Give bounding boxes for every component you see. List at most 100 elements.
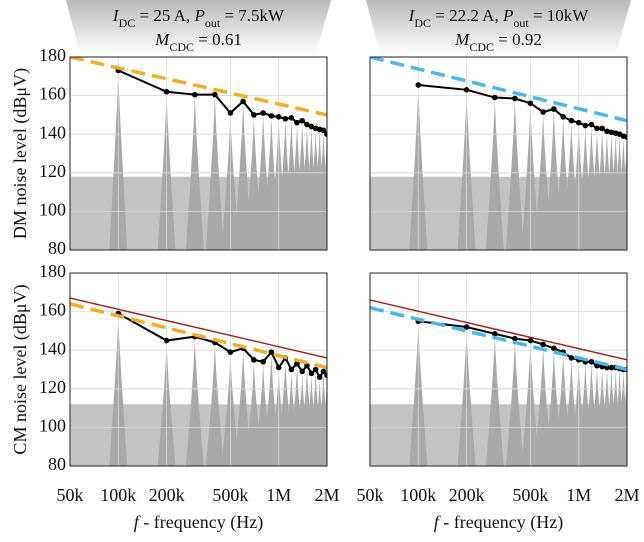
envelope-dot (608, 129, 615, 136)
text-segment: I (112, 6, 120, 25)
envelope-dot (599, 125, 605, 132)
y-tick-label: 160 (39, 84, 66, 104)
solid-line (70, 297, 327, 359)
envelope-dot (512, 95, 518, 102)
envelope-dot (316, 374, 323, 381)
envelope-dot (260, 358, 266, 365)
text-segment: out (513, 16, 529, 30)
envelope-dot (288, 114, 295, 121)
spectrum-peak (234, 101, 253, 250)
text-segment: P (193, 6, 204, 25)
panel-title: IDC = 25 A, Pout = 7.5kW (112, 6, 285, 30)
spectrum-peak (618, 369, 627, 466)
spectrum-peak (485, 333, 504, 466)
envelope-dot (568, 117, 575, 124)
x-tick-label: 1M (266, 485, 291, 505)
text-segment: I (408, 6, 416, 25)
envelope-dot (299, 117, 305, 124)
envelope-dot (540, 341, 546, 348)
envelope-dot (320, 368, 327, 375)
y-tick-label: 120 (39, 161, 66, 181)
spectrum-peak (205, 94, 224, 250)
dashed-line (370, 57, 627, 123)
envelope-dot (308, 123, 315, 130)
plot-area (70, 273, 327, 466)
text-segment: CDC (469, 40, 494, 54)
x-tick-label: 50k (57, 485, 84, 505)
spectrum-peak (618, 137, 627, 250)
text-segment: f (434, 512, 442, 532)
envelope-dot (588, 121, 595, 128)
y-tick-label: 180 (39, 261, 66, 281)
envelope-dot (240, 98, 246, 105)
envelope-dot (308, 370, 315, 377)
x-tick-label: 50k (357, 485, 384, 505)
envelope-dot (288, 366, 295, 373)
plot-area (370, 273, 627, 466)
envelope-dot (551, 345, 557, 352)
text-segment: M (454, 30, 470, 49)
envelope-dot (275, 114, 282, 120)
envelope-dot (527, 337, 534, 344)
envelope-dot (582, 122, 589, 129)
dashed-line (70, 302, 327, 370)
envelope-dot (304, 121, 310, 128)
text-segment: f (134, 512, 142, 532)
envelope-dot (604, 364, 610, 371)
envelope-dot (512, 335, 518, 342)
panel-title: MCDC = 0.61 (154, 30, 242, 54)
panel-title: IDC = 22.2 A, Pout = 10kW (408, 6, 590, 30)
y-axis-label: CM noise level (dBμV) (10, 284, 31, 454)
y-axis-label: DM noise level (dBμV) (10, 68, 31, 239)
text-segment: = 0.92 (494, 30, 542, 49)
spectrum-peak (185, 336, 204, 466)
x-tick-label: 1M (566, 485, 591, 505)
text-segment: P (502, 6, 513, 25)
envelope-dot (192, 91, 198, 98)
text-segment: = 25 A, (135, 6, 194, 25)
envelope-dot (312, 366, 319, 373)
plot-frame (369, 272, 628, 467)
panel-title: MCDC = 0.92 (454, 30, 542, 54)
text-segment: - frequency (Hz) (439, 512, 563, 533)
envelope-dot (282, 115, 289, 122)
envelope-dot (551, 106, 557, 112)
y-tick-label: 120 (39, 377, 66, 397)
envelope-dot (324, 131, 327, 137)
envelope-dot (260, 110, 266, 116)
text-segment: = 22.2 A, (431, 6, 503, 25)
plot-frame (369, 56, 628, 251)
x-tick-label: 500k (512, 485, 548, 505)
envelope-dot (324, 372, 327, 379)
envelope-dot (560, 114, 566, 120)
plot-frame (69, 272, 328, 467)
spectrum-peak (185, 94, 204, 250)
envelope-dot (594, 125, 600, 132)
envelope-dot (320, 127, 327, 134)
envelope-dot (268, 349, 275, 355)
envelope-dot (588, 358, 595, 365)
header-box (66, 0, 331, 54)
text-segment: = 0.61 (194, 30, 242, 49)
spectrum-peak (505, 338, 524, 466)
envelope-dot (568, 355, 575, 361)
x-tick-label: 2M (314, 485, 339, 505)
text-segment: M (154, 30, 170, 49)
envelope-dot (299, 368, 305, 375)
envelope-line (117, 312, 327, 380)
envelope-dot (275, 364, 282, 371)
envelope-dot (492, 94, 498, 101)
spectrum-peak (534, 344, 553, 466)
x-tick-label: 200k (149, 485, 185, 505)
header-box (366, 0, 631, 54)
x-axis-label: f - frequency (Hz) (134, 512, 263, 533)
y-tick-label: 100 (39, 200, 66, 220)
plot-area (370, 57, 627, 250)
text-segment: = 7.5kW (220, 6, 285, 25)
envelope-dot (415, 82, 422, 88)
envelope-dot (251, 112, 257, 118)
spectrum-peak (205, 342, 224, 466)
text-segment: out (205, 16, 221, 30)
envelope-dot (251, 357, 257, 363)
